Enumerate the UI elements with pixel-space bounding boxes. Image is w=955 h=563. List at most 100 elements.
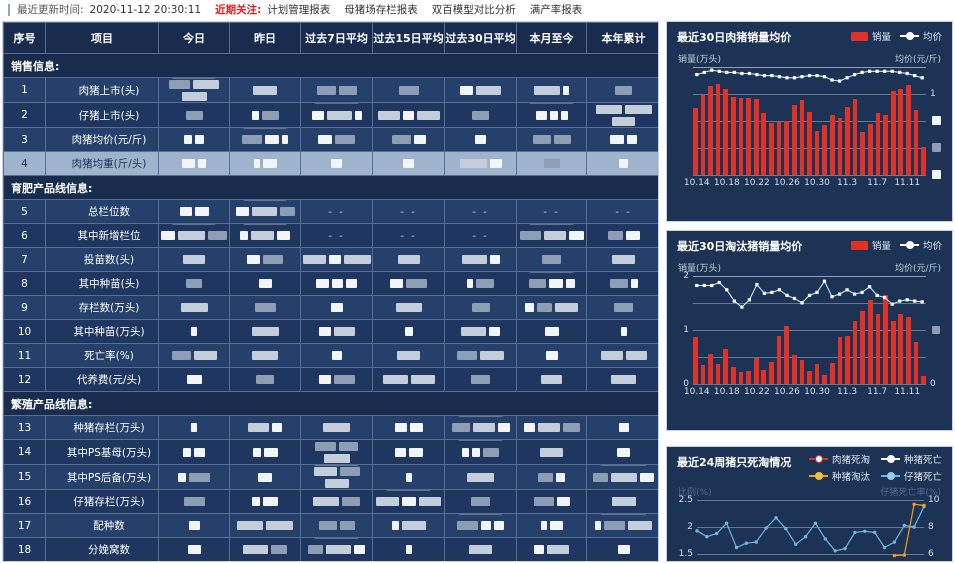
table-cell[interactable] (444, 102, 517, 128)
table-cell[interactable] (300, 102, 373, 128)
table-row[interactable]: 11 死亡率(%) (3, 343, 658, 368)
table-cell[interactable] (444, 247, 517, 272)
table-cell[interactable] (300, 271, 373, 296)
link-double-hundred-model-analysis[interactable]: 双百模型对比分析 (431, 4, 516, 16)
table-cell[interactable] (300, 537, 373, 561)
table-cell[interactable] (159, 562, 230, 563)
table-cell[interactable] (516, 271, 587, 296)
table-cell[interactable] (158, 223, 230, 248)
metrics-table-panel[interactable]: 序号 项目 今日 昨日 过去7日平均 过去15日平均 过去30日平均 本月至今 … (2, 21, 659, 562)
table-cell[interactable] (444, 464, 517, 490)
table-cell[interactable] (516, 415, 587, 440)
table-cell[interactable]: - - (444, 223, 517, 248)
table-row[interactable]: 10 其中种苗(万头) (3, 319, 658, 344)
table-cell[interactable] (516, 223, 587, 248)
table-cell[interactable]: - - (586, 199, 658, 224)
table-cell[interactable] (516, 77, 587, 103)
chart-card-cull-pig-sales[interactable]: 最近30日淘汰猪销量均价 销量 均价 销量(万头) 均价(元/斤) 2 1 0 0 1… (666, 230, 953, 431)
table-cell[interactable] (516, 127, 587, 152)
table-cell[interactable] (372, 247, 445, 272)
table-cell[interactable] (229, 367, 301, 392)
table-cell[interactable] (300, 319, 373, 344)
table-cell[interactable] (444, 77, 517, 103)
table-row[interactable]: 1 肉猪上市(头) (3, 77, 658, 103)
table-cell[interactable] (158, 537, 230, 561)
table-row[interactable]: 12 代养费(元/头) (3, 367, 658, 392)
table-cell[interactable] (444, 319, 517, 344)
col-avg-15d[interactable]: 过去15日平均 (372, 22, 445, 54)
link-sow-farm-inventory-report[interactable]: 母猪场存栏报表 (344, 4, 418, 16)
table-cell[interactable] (372, 127, 445, 152)
table-cell[interactable] (229, 247, 301, 272)
legend-item-piglet-death[interactable]: 仔猪死亡 (880, 469, 942, 483)
table-cell[interactable] (229, 127, 301, 152)
table-cell[interactable] (586, 102, 658, 128)
table-cell[interactable] (229, 319, 301, 344)
table-cell[interactable] (372, 439, 445, 465)
table-cell[interactable] (587, 562, 660, 563)
table-cell[interactable] (372, 102, 445, 128)
legend-item-sales-volume[interactable]: 销量 (850, 29, 891, 43)
table-row[interactable]: 9 存栏数(万头) (3, 295, 658, 320)
legend-item-breeder-cull[interactable]: 种猪淘汰 (808, 469, 870, 483)
table-cell[interactable] (229, 439, 301, 465)
table-cell[interactable] (158, 102, 230, 128)
table-cell[interactable] (372, 513, 445, 538)
table-cell[interactable] (300, 367, 373, 392)
table-row[interactable]: 16 仔猪存栏(万头) (3, 489, 658, 514)
table-cell[interactable] (158, 127, 230, 152)
table-cell[interactable] (158, 343, 230, 368)
table-cell[interactable] (586, 223, 658, 248)
table-cell[interactable] (586, 464, 658, 490)
table-cell[interactable] (516, 102, 587, 128)
link-full-capacity-rate-report[interactable]: 满产率报表 (529, 4, 583, 16)
table-cell[interactable] (372, 489, 445, 514)
table-cell[interactable] (158, 415, 230, 440)
col-index[interactable]: 序号 (3, 22, 46, 54)
table-cell[interactable] (586, 247, 658, 272)
table-cell[interactable] (300, 127, 373, 152)
table-cell[interactable] (158, 199, 230, 224)
table-cell[interactable] (158, 367, 230, 392)
table-cell[interactable] (300, 247, 373, 272)
table-cell[interactable] (372, 415, 445, 440)
table-cell[interactable] (586, 271, 658, 296)
table-cell[interactable] (586, 489, 658, 514)
table-row[interactable]: 17 配种数 (3, 513, 658, 538)
col-year-to-date[interactable]: 本年累计 (586, 22, 658, 54)
legend-item-sales-volume[interactable]: 销量 (850, 238, 891, 252)
col-yesterday[interactable]: 昨日 (229, 22, 301, 54)
table-cell[interactable] (158, 77, 230, 103)
legend-item-avg-price[interactable]: 均价 (899, 29, 942, 43)
table-cell[interactable] (444, 367, 517, 392)
legend-item-fat-pig-mortality[interactable]: 肉猪死淘 (808, 452, 870, 466)
table-cell[interactable] (300, 489, 373, 514)
table-cell[interactable] (586, 295, 658, 320)
table-cell[interactable] (517, 562, 587, 563)
table-row[interactable]: 7 投苗数(头) (3, 247, 658, 272)
table-row[interactable]: 3 肉猪均价(元/斤) (3, 127, 658, 152)
table-cell[interactable] (300, 513, 373, 538)
table-cell[interactable]: - - (300, 223, 373, 248)
table-cell[interactable] (372, 464, 445, 490)
table-cell[interactable] (372, 271, 445, 296)
table-cell[interactable] (516, 295, 587, 320)
table-cell[interactable] (300, 295, 373, 320)
table-cell[interactable] (158, 513, 230, 538)
table-cell[interactable] (158, 295, 230, 320)
table-cell[interactable] (444, 127, 517, 152)
table-cell[interactable] (445, 562, 517, 563)
table-cell[interactable] (586, 127, 658, 152)
table-row[interactable]: 5 总栏位数 - - - - - - - - - - (3, 199, 658, 224)
table-cell[interactable] (229, 295, 301, 320)
table-cell[interactable]: - - (516, 199, 587, 224)
table-cell[interactable] (516, 343, 587, 368)
table-cell[interactable] (158, 489, 230, 514)
legend-item-avg-price[interactable]: 均价 (899, 238, 942, 252)
table-cell[interactable] (516, 319, 587, 344)
table-cell[interactable] (300, 439, 373, 465)
table-cell[interactable] (444, 439, 517, 465)
col-item[interactable]: 项目 (45, 22, 159, 54)
chart-card-fat-pig-sales[interactable]: 最近30日肉猪销量均价 销量 均价 销量(万头) 均价(元/斤) 1 10.14… (666, 21, 953, 222)
table-cell[interactable] (229, 464, 301, 490)
